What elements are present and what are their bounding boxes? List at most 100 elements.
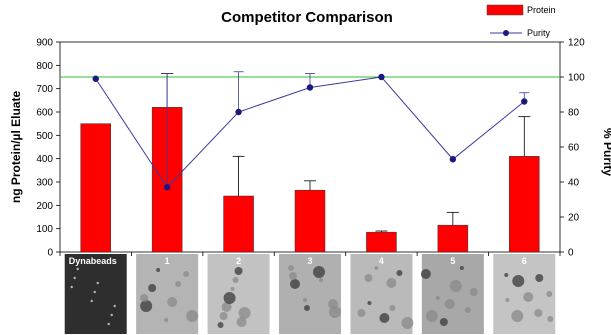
micrograph-particle — [290, 279, 300, 289]
micrograph-particle — [304, 305, 310, 311]
micrograph-particle — [167, 297, 178, 307]
micrograph-particle — [444, 299, 455, 309]
protein-bar — [366, 231, 397, 253]
micrograph-particle — [364, 274, 373, 282]
micrograph-particle — [236, 317, 247, 327]
category-label: 6 — [522, 256, 527, 266]
micrograph-particle — [547, 316, 554, 322]
micrograph-particle — [303, 298, 307, 302]
microscopy-panel — [136, 254, 199, 334]
y-tick-label: 0 — [47, 248, 53, 259]
protein-bar — [294, 189, 326, 253]
category-label: 5 — [450, 256, 455, 266]
category-label: 2 — [236, 256, 241, 266]
micrograph-particle — [464, 307, 471, 313]
plot-area: 0 100 200 300 400 500 600 700 800 900 0 20 40 60 80 100… — [36, 38, 585, 259]
microscopy-panel — [279, 254, 341, 334]
y2-tick-label: 80 — [568, 108, 580, 119]
micrograph-particle — [439, 318, 448, 326]
micrograph-particle — [70, 285, 73, 289]
micrograph-particle — [221, 302, 232, 312]
micrograph-particle — [107, 322, 110, 326]
micrograph-particle — [217, 322, 224, 328]
protein-bar — [509, 156, 540, 253]
micrograph-particle — [232, 277, 239, 283]
micrograph-particle — [420, 269, 431, 279]
y-tick-label: 900 — [36, 38, 53, 49]
y-axis-label: ng Protein/µl Eluate — [9, 91, 23, 204]
purity-point — [163, 184, 171, 191]
micrograph-particle — [425, 310, 438, 322]
y-tick-label: 800 — [36, 61, 53, 72]
micrograph-particle — [289, 272, 297, 280]
category-label: 4 — [379, 256, 384, 266]
y-tick-label: 400 — [36, 154, 53, 165]
y2-tick-label: 60 — [568, 143, 580, 154]
micrograph-particle — [175, 281, 182, 287]
purity-point — [92, 75, 99, 82]
micrograph-particle — [546, 291, 553, 297]
y2-tick-label: 0 — [568, 248, 574, 259]
micrograph-particle — [313, 266, 325, 278]
micrograph-particle — [512, 275, 525, 287]
micrograph-particle — [535, 274, 544, 282]
micrograph-particle — [219, 312, 228, 320]
micrograph-particle — [504, 273, 509, 277]
micrograph-particle — [357, 309, 366, 317]
y2-tick-label: 100 — [568, 73, 585, 84]
category-label: 3 — [307, 256, 312, 266]
micrograph-particle — [288, 265, 294, 271]
y-tick-label: 700 — [36, 84, 53, 95]
protein-bar — [80, 123, 111, 253]
purity-point — [521, 98, 528, 105]
micrograph-particle — [329, 306, 341, 318]
protein-bar — [437, 224, 469, 253]
micrograph-particle — [73, 276, 76, 280]
y2-tick-label: 40 — [568, 178, 580, 189]
micrograph-particle — [386, 278, 397, 288]
micrograph-particle — [90, 299, 93, 303]
micrograph-particle — [183, 271, 190, 277]
micrograph-particle — [76, 267, 79, 271]
y2-tick-label: 120 — [568, 38, 585, 49]
y-tick-label: 600 — [36, 108, 53, 119]
micrograph-particle — [96, 281, 99, 285]
micrograph-particle — [234, 267, 243, 275]
micrograph-particle — [367, 301, 372, 305]
microscopy-image-strip: Dynabeads 1 2 3 4 5 6 — [64, 254, 556, 334]
micrograph-particle — [396, 270, 403, 276]
micrograph-particle — [148, 284, 157, 292]
micrograph-particle — [511, 310, 524, 322]
micrograph-particle — [534, 309, 543, 317]
micrograph-particle — [319, 278, 323, 282]
purity-point — [378, 73, 385, 81]
category-label: Dynabeads — [69, 256, 117, 266]
purity-point — [235, 108, 242, 116]
purity-point — [306, 84, 314, 91]
y2-tick-label: 20 — [568, 213, 580, 224]
y2-axis-label: % Purity — [601, 128, 611, 176]
y-tick-label: 300 — [36, 178, 53, 189]
micrograph-particle — [223, 292, 236, 304]
micrograph-particle — [110, 313, 113, 317]
y-tick-label: 500 — [36, 131, 53, 142]
micrograph-particle — [469, 288, 478, 296]
microscopy-panel — [64, 254, 127, 334]
micrograph-particle — [156, 268, 161, 272]
legend-purity-marker — [503, 30, 509, 36]
micrograph-particle — [389, 305, 396, 311]
micrograph-particle — [93, 290, 96, 294]
micrograph-particle — [140, 300, 153, 312]
micrograph-particle — [401, 317, 414, 329]
micrograph-particle — [449, 280, 462, 292]
micrograph-particle — [374, 266, 379, 270]
micrograph-particle — [140, 294, 149, 302]
protein-bar — [223, 195, 254, 253]
micrograph-particle — [238, 307, 251, 319]
y-tick-label: 200 — [36, 201, 53, 212]
legend-protein-label: Protein — [527, 5, 556, 15]
micrograph-particle — [459, 266, 464, 270]
legend-purity-label: Purity — [527, 28, 551, 38]
legend: Protein Purity — [486, 4, 556, 38]
